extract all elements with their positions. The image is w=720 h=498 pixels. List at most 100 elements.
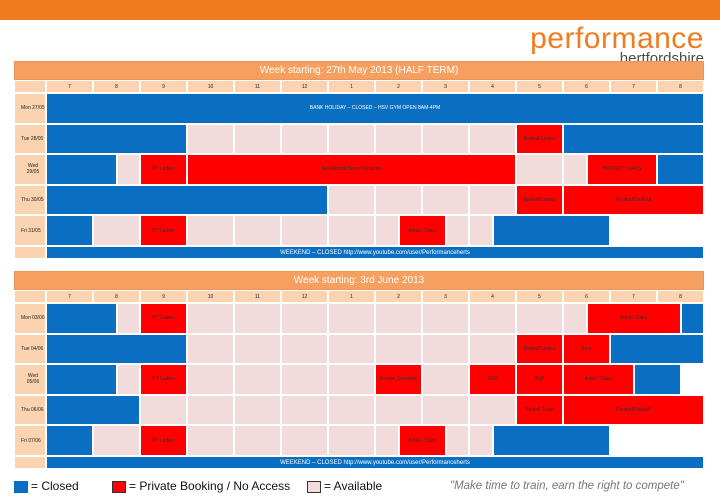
available-slot[interactable] (563, 303, 587, 334)
day-label: Thu 06/06 (14, 394, 46, 426)
booking-block[interactable]: PT Ladies (140, 154, 187, 185)
closed-block (46, 123, 187, 155)
available-slot[interactable] (328, 394, 375, 426)
available-slot[interactable] (116, 364, 140, 395)
week-schedule-2: Week starting: 3rd June 2013 7 8 9 10 11 12 1 2… (14, 271, 704, 469)
available-slot[interactable] (328, 123, 375, 155)
day-label: Mon 27/05 (14, 93, 46, 124)
available-slot[interactable] (563, 154, 587, 185)
booking-block[interactable]: Adult / Oaks (586, 303, 681, 334)
booking-block[interactable]: Adult / Oaks (398, 215, 446, 246)
available-slot[interactable] (469, 184, 516, 216)
booking-block[interactable]: PT Ladies (140, 215, 187, 246)
available-slot[interactable] (234, 215, 281, 246)
booking-block[interactable]: PT Ladies (140, 364, 187, 395)
available-slot[interactable] (187, 333, 234, 365)
available-slot[interactable] (234, 303, 281, 334)
available-slot[interactable] (422, 184, 469, 216)
available-slot[interactable] (445, 215, 469, 246)
available-slot[interactable] (469, 394, 516, 426)
available-slot[interactable] (187, 425, 234, 456)
available-slot[interactable] (234, 333, 281, 365)
available-slot[interactable] (469, 123, 516, 155)
available-slot[interactable] (93, 215, 140, 246)
booking-block[interactable]: HOCKEY / OAKS (586, 154, 657, 185)
available-slot[interactable] (375, 215, 399, 246)
available-slot[interactable] (422, 364, 469, 395)
day-label: Wed 29/05 (14, 154, 46, 185)
available-slot[interactable] (375, 333, 422, 365)
available-slot[interactable] (445, 425, 469, 456)
available-slot[interactable] (281, 394, 328, 426)
available-slot[interactable] (281, 364, 328, 395)
available-slot[interactable] (116, 303, 140, 334)
available-slot[interactable] (116, 154, 140, 185)
booking-block[interactable]: Ball (516, 364, 563, 395)
booking-block[interactable]: Netball/Ladies (516, 123, 563, 155)
available-slot[interactable] (422, 123, 469, 155)
available-slot[interactable] (187, 364, 234, 395)
booking-block[interactable]: PT Ladies (140, 425, 187, 456)
available-slot[interactable] (375, 123, 422, 155)
booking-block[interactable]: Private Sessions (375, 364, 422, 395)
available-slot[interactable] (375, 184, 422, 216)
available-slot[interactable] (469, 425, 493, 456)
booking-block[interactable]: Boot (563, 333, 610, 365)
booking-block[interactable]: Netball/Ladies (516, 333, 563, 365)
week-title: Week starting: 27th May 2013 (HALF TERM) (14, 61, 704, 80)
available-slot[interactable] (234, 364, 281, 395)
closed-block (46, 394, 140, 426)
available-slot[interactable] (469, 215, 493, 246)
available-slot[interactable] (234, 394, 281, 426)
available-slot[interactable] (187, 394, 234, 426)
available-slot[interactable] (328, 364, 375, 395)
closed-block (46, 154, 117, 185)
booking-block[interactable]: Residential Boys Practices (187, 154, 516, 185)
available-slot[interactable] (281, 123, 328, 155)
available-slot[interactable] (328, 303, 375, 334)
available-slot[interactable] (375, 394, 422, 426)
available-slot[interactable] (281, 303, 328, 334)
available-slot[interactable] (234, 425, 281, 456)
hour-header: 3 (422, 80, 469, 93)
weekend-footer[interactable]: WEEKEND – CLOSED http://www.youtube.com/… (46, 456, 704, 469)
available-slot[interactable] (328, 184, 375, 216)
booking-block[interactable]: Netball/Ladies (516, 184, 563, 216)
available-slot[interactable] (187, 303, 234, 334)
available-slot[interactable] (281, 425, 328, 456)
hour-header: 8 (657, 80, 704, 93)
available-slot[interactable] (375, 303, 422, 334)
hour-header: 4 (469, 80, 516, 93)
available-slot[interactable] (422, 394, 469, 426)
legend-closed: = Closed (31, 479, 79, 493)
available-slot[interactable] (328, 425, 375, 456)
available-slot[interactable] (281, 215, 328, 246)
available-slot[interactable] (140, 394, 187, 426)
booking-block[interactable]: Football/Netball (563, 394, 704, 426)
legend-available: = Available (324, 479, 383, 493)
available-slot[interactable] (328, 215, 375, 246)
available-slot[interactable] (469, 333, 516, 365)
closed-block (46, 215, 93, 246)
day-label: Thu 30/05 (14, 184, 46, 216)
week-title: Week starting: 3rd June 2013 (14, 271, 704, 290)
booking-block[interactable]: Adult / Oaks (398, 425, 446, 456)
booking-block[interactable]: U13 (469, 364, 516, 395)
booking-block[interactable]: Adult / Oaks (563, 364, 634, 395)
booking-block[interactable]: PT Ladies (140, 303, 187, 334)
available-slot[interactable] (516, 303, 563, 334)
available-slot[interactable] (422, 333, 469, 365)
available-slot[interactable] (375, 425, 399, 456)
booking-block[interactable]: Netball Team (516, 394, 563, 426)
booking-block[interactable]: Football/Netball (563, 184, 704, 216)
weekend-footer[interactable]: WEEKEND – CLOSED http://www.youtube.com/… (46, 246, 704, 259)
available-slot[interactable] (234, 123, 281, 155)
available-slot[interactable] (422, 303, 469, 334)
available-slot[interactable] (281, 333, 328, 365)
available-slot[interactable] (516, 154, 563, 185)
available-slot[interactable] (187, 215, 234, 246)
available-slot[interactable] (93, 425, 140, 456)
available-slot[interactable] (328, 333, 375, 365)
available-slot[interactable] (469, 303, 516, 334)
available-slot[interactable] (187, 123, 234, 155)
